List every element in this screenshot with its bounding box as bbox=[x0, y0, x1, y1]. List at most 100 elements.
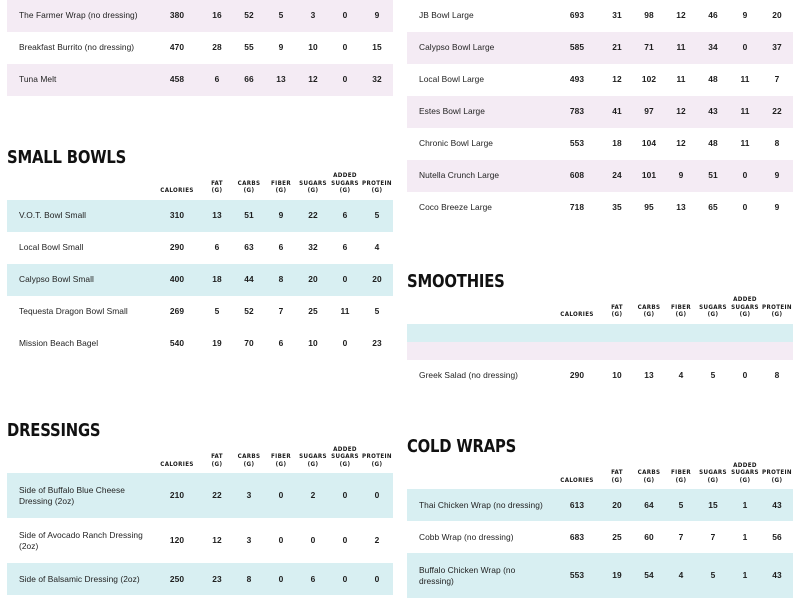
nutrition-table-cold-wraps: CALORIES FAT (G) CARBS (G) FIBER (G) SUGARS … bbox=[407, 462, 793, 600]
row-value-carbs: 104 bbox=[633, 128, 665, 160]
section-header-dressings: DRESSINGS bbox=[7, 404, 393, 446]
row-value-protein: 5 bbox=[361, 295, 393, 328]
row-value-carbs: 8 bbox=[233, 563, 265, 596]
row-value-calories: 613 bbox=[553, 489, 601, 522]
row-value-calories: 673 bbox=[553, 598, 601, 600]
column-header-fat: FAT (G) bbox=[211, 179, 223, 195]
sliver-cell bbox=[665, 323, 697, 342]
row-value-calories: 290 bbox=[553, 359, 601, 392]
partial-row-sliver bbox=[407, 341, 793, 360]
row-value-added: 1 bbox=[729, 489, 761, 522]
row-item-name: Cobb Wrap (no dressing) bbox=[407, 521, 553, 554]
row-value-carbs: 70 bbox=[233, 327, 265, 360]
row-value-calories: 290 bbox=[153, 231, 201, 264]
column-header-calories: CALORIES bbox=[160, 187, 194, 195]
row-item-name: Greek Salad (no dressing) bbox=[407, 359, 553, 392]
row-value-added: 11 bbox=[729, 128, 761, 160]
row-value-fat: 18 bbox=[201, 263, 233, 296]
column-header-added: ADDED SUGARS (G) bbox=[331, 445, 359, 468]
row-value-calories: 280 bbox=[153, 595, 201, 600]
row-value-fiber: 6 bbox=[265, 327, 297, 360]
row-value-sugars: 0 bbox=[297, 518, 329, 564]
table-row: Buffalo Chicken Wrap (no dressing) 553 19 5… bbox=[407, 553, 793, 599]
sliver-cell bbox=[601, 341, 633, 360]
row-item-name: Side of Balsamic Dressing (2oz) bbox=[7, 563, 153, 596]
row-item-name: Side of Avocado Ranch Dressing (2oz) bbox=[7, 518, 153, 564]
section-hot-items-continued: The Farmer Wrap (no dressing) 380 16 52 5 3 0 9… bbox=[7, 0, 393, 96]
row-value-carbs: 61 bbox=[633, 598, 665, 600]
table-row: V.O.T. Bowl Small 310 13 51 9 22 6 5 bbox=[7, 199, 393, 232]
row-value-fiber: 0 bbox=[265, 518, 297, 564]
column-header-calories: CALORIES bbox=[560, 476, 594, 484]
left-column: The Farmer Wrap (no dressing) 380 16 52 5 3 0 9… bbox=[7, 0, 393, 600]
row-value-protein: 9 bbox=[761, 160, 793, 192]
row-value-calories: 120 bbox=[153, 518, 201, 564]
row-value-carbs: 52 bbox=[233, 0, 265, 32]
row-value-calories: 400 bbox=[153, 263, 201, 296]
column-header-fat: FAT (G) bbox=[211, 453, 223, 468]
sliver-cell bbox=[697, 341, 729, 360]
row-value-sugars: 51 bbox=[697, 160, 729, 192]
table-row: Calypso Bowl Large 585 21 71 11 34 0 37 bbox=[407, 32, 793, 64]
right-column: JB Bowl Large 693 31 98 12 46 9 20 Calypso Bowl … bbox=[407, 0, 793, 600]
row-value-fat: 6 bbox=[201, 64, 233, 96]
section-gap bbox=[407, 392, 793, 420]
row-value-added: 9 bbox=[729, 0, 761, 32]
row-item-name: Calypso Bowl Large bbox=[407, 32, 553, 64]
table-row: Nutella Crunch Large 608 24 101 9 51 0 9 bbox=[407, 160, 793, 192]
row-value-fiber: 0 bbox=[265, 595, 297, 600]
column-header-fiber: FIBER (G) bbox=[671, 469, 691, 484]
sliver-cell bbox=[633, 323, 665, 342]
row-value-fat: 19 bbox=[601, 553, 633, 599]
row-value-added: 0 bbox=[329, 327, 361, 360]
row-value-fat: 18 bbox=[601, 128, 633, 160]
row-item-name: Tequesta Dragon Bowl Small bbox=[7, 295, 153, 328]
row-value-fiber: 12 bbox=[665, 128, 697, 160]
row-value-added: 0 bbox=[729, 192, 761, 224]
row-value-carbs: 97 bbox=[633, 96, 665, 128]
row-value-added: 0 bbox=[329, 32, 361, 64]
column-header-item-name bbox=[407, 296, 553, 324]
section-title: COLD WRAPS bbox=[407, 437, 517, 458]
row-value-calories: 585 bbox=[553, 32, 601, 64]
row-value-added: 0 bbox=[729, 160, 761, 192]
column-header-protein: PROTEIN (G) bbox=[362, 179, 392, 195]
row-value-fat: 25 bbox=[601, 521, 633, 554]
row-item-name: Thai Chicken Wrap (no dressing) bbox=[407, 489, 553, 522]
row-item-name: Estes Bowl Large bbox=[407, 96, 553, 128]
row-value-protein: 7 bbox=[761, 64, 793, 96]
row-item-name: Chronic Bowl Large bbox=[407, 128, 553, 160]
section-header-smoothies: SMOOTHIES bbox=[407, 254, 793, 296]
row-value-sugars: 2 bbox=[297, 473, 329, 519]
row-value-fiber: 7 bbox=[265, 295, 297, 328]
column-header-protein: PROTEIN (G) bbox=[762, 303, 792, 319]
row-item-name: Mission Beach Bagel bbox=[7, 327, 153, 360]
column-header-sugars: SUGARS (G) bbox=[699, 303, 727, 319]
table-row: The Farmer Wrap (no dressing) 380 16 52 5 3 0 9 bbox=[7, 0, 393, 32]
section-header-small-bowls: SMALL BOWLS bbox=[7, 130, 393, 172]
section-title: SMOOTHIES bbox=[407, 271, 505, 292]
row-value-protein: 15 bbox=[361, 32, 393, 64]
row-value-calories: 470 bbox=[153, 32, 201, 64]
row-item-name: Nutella Crunch Large bbox=[407, 160, 553, 192]
row-value-added: 0 bbox=[329, 64, 361, 96]
row-value-fiber: 7 bbox=[665, 521, 697, 554]
row-item-name: V.O.T. Bowl Small bbox=[7, 199, 153, 232]
row-value-sugars: 34 bbox=[697, 32, 729, 64]
row-value-sugars: 7 bbox=[697, 521, 729, 554]
row-value-fiber: 11 bbox=[665, 64, 697, 96]
row-value-fat: 23 bbox=[201, 563, 233, 596]
row-value-fiber: 12 bbox=[665, 96, 697, 128]
row-value-sugars: 10 bbox=[297, 32, 329, 64]
nutrition-table-dressings: CALORIES FAT (G) CARBS (G) FIBER (G) SUGARS … bbox=[7, 446, 393, 600]
row-item-name: JB Bowl Large bbox=[407, 0, 553, 32]
row-value-fat: 28 bbox=[201, 32, 233, 64]
row-value-fiber: 4 bbox=[665, 359, 697, 392]
row-value-fat: 31 bbox=[601, 0, 633, 32]
row-value-carbs: 54 bbox=[633, 553, 665, 599]
row-value-calories: 310 bbox=[153, 199, 201, 232]
nutrition-table-hot-items-continued: The Farmer Wrap (no dressing) 380 16 52 5 3 0 9… bbox=[7, 0, 393, 96]
row-value-protein: 2 bbox=[361, 518, 393, 564]
row-value-calories: 458 bbox=[153, 64, 201, 96]
row-value-protein: 5 bbox=[361, 199, 393, 232]
